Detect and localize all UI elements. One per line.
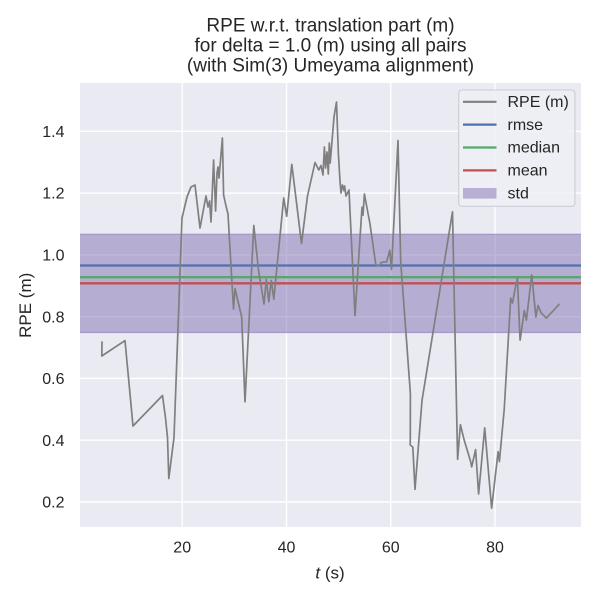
svg-text:0.4: 0.4 xyxy=(42,433,64,450)
svg-text:RPE (m): RPE (m) xyxy=(508,94,569,111)
svg-text:t (s): t (s) xyxy=(315,564,344,583)
svg-text:1.2: 1.2 xyxy=(42,186,64,203)
svg-text:std: std xyxy=(508,185,529,202)
svg-text:40: 40 xyxy=(278,540,296,557)
svg-text:rmse: rmse xyxy=(508,117,544,134)
svg-text:0.8: 0.8 xyxy=(42,309,64,326)
svg-text:(with Sim(3) Umeyama alignment: (with Sim(3) Umeyama alignment) xyxy=(187,56,474,77)
svg-text:1.4: 1.4 xyxy=(42,124,64,141)
svg-text:for delta = 1.0 (m) using all: for delta = 1.0 (m) using all pairs xyxy=(195,36,467,57)
svg-text:RPE (m): RPE (m) xyxy=(16,273,35,338)
svg-text:median: median xyxy=(508,140,560,157)
svg-text:0.2: 0.2 xyxy=(42,495,64,512)
svg-text:mean: mean xyxy=(508,163,548,180)
svg-text:1.0: 1.0 xyxy=(42,248,64,265)
svg-text:20: 20 xyxy=(173,540,191,557)
svg-text:RPE w.r.t. translation part (m: RPE w.r.t. translation part (m) xyxy=(206,16,454,37)
svg-text:0.6: 0.6 xyxy=(42,371,64,388)
svg-text:60: 60 xyxy=(382,540,400,557)
svg-text:80: 80 xyxy=(486,540,504,557)
